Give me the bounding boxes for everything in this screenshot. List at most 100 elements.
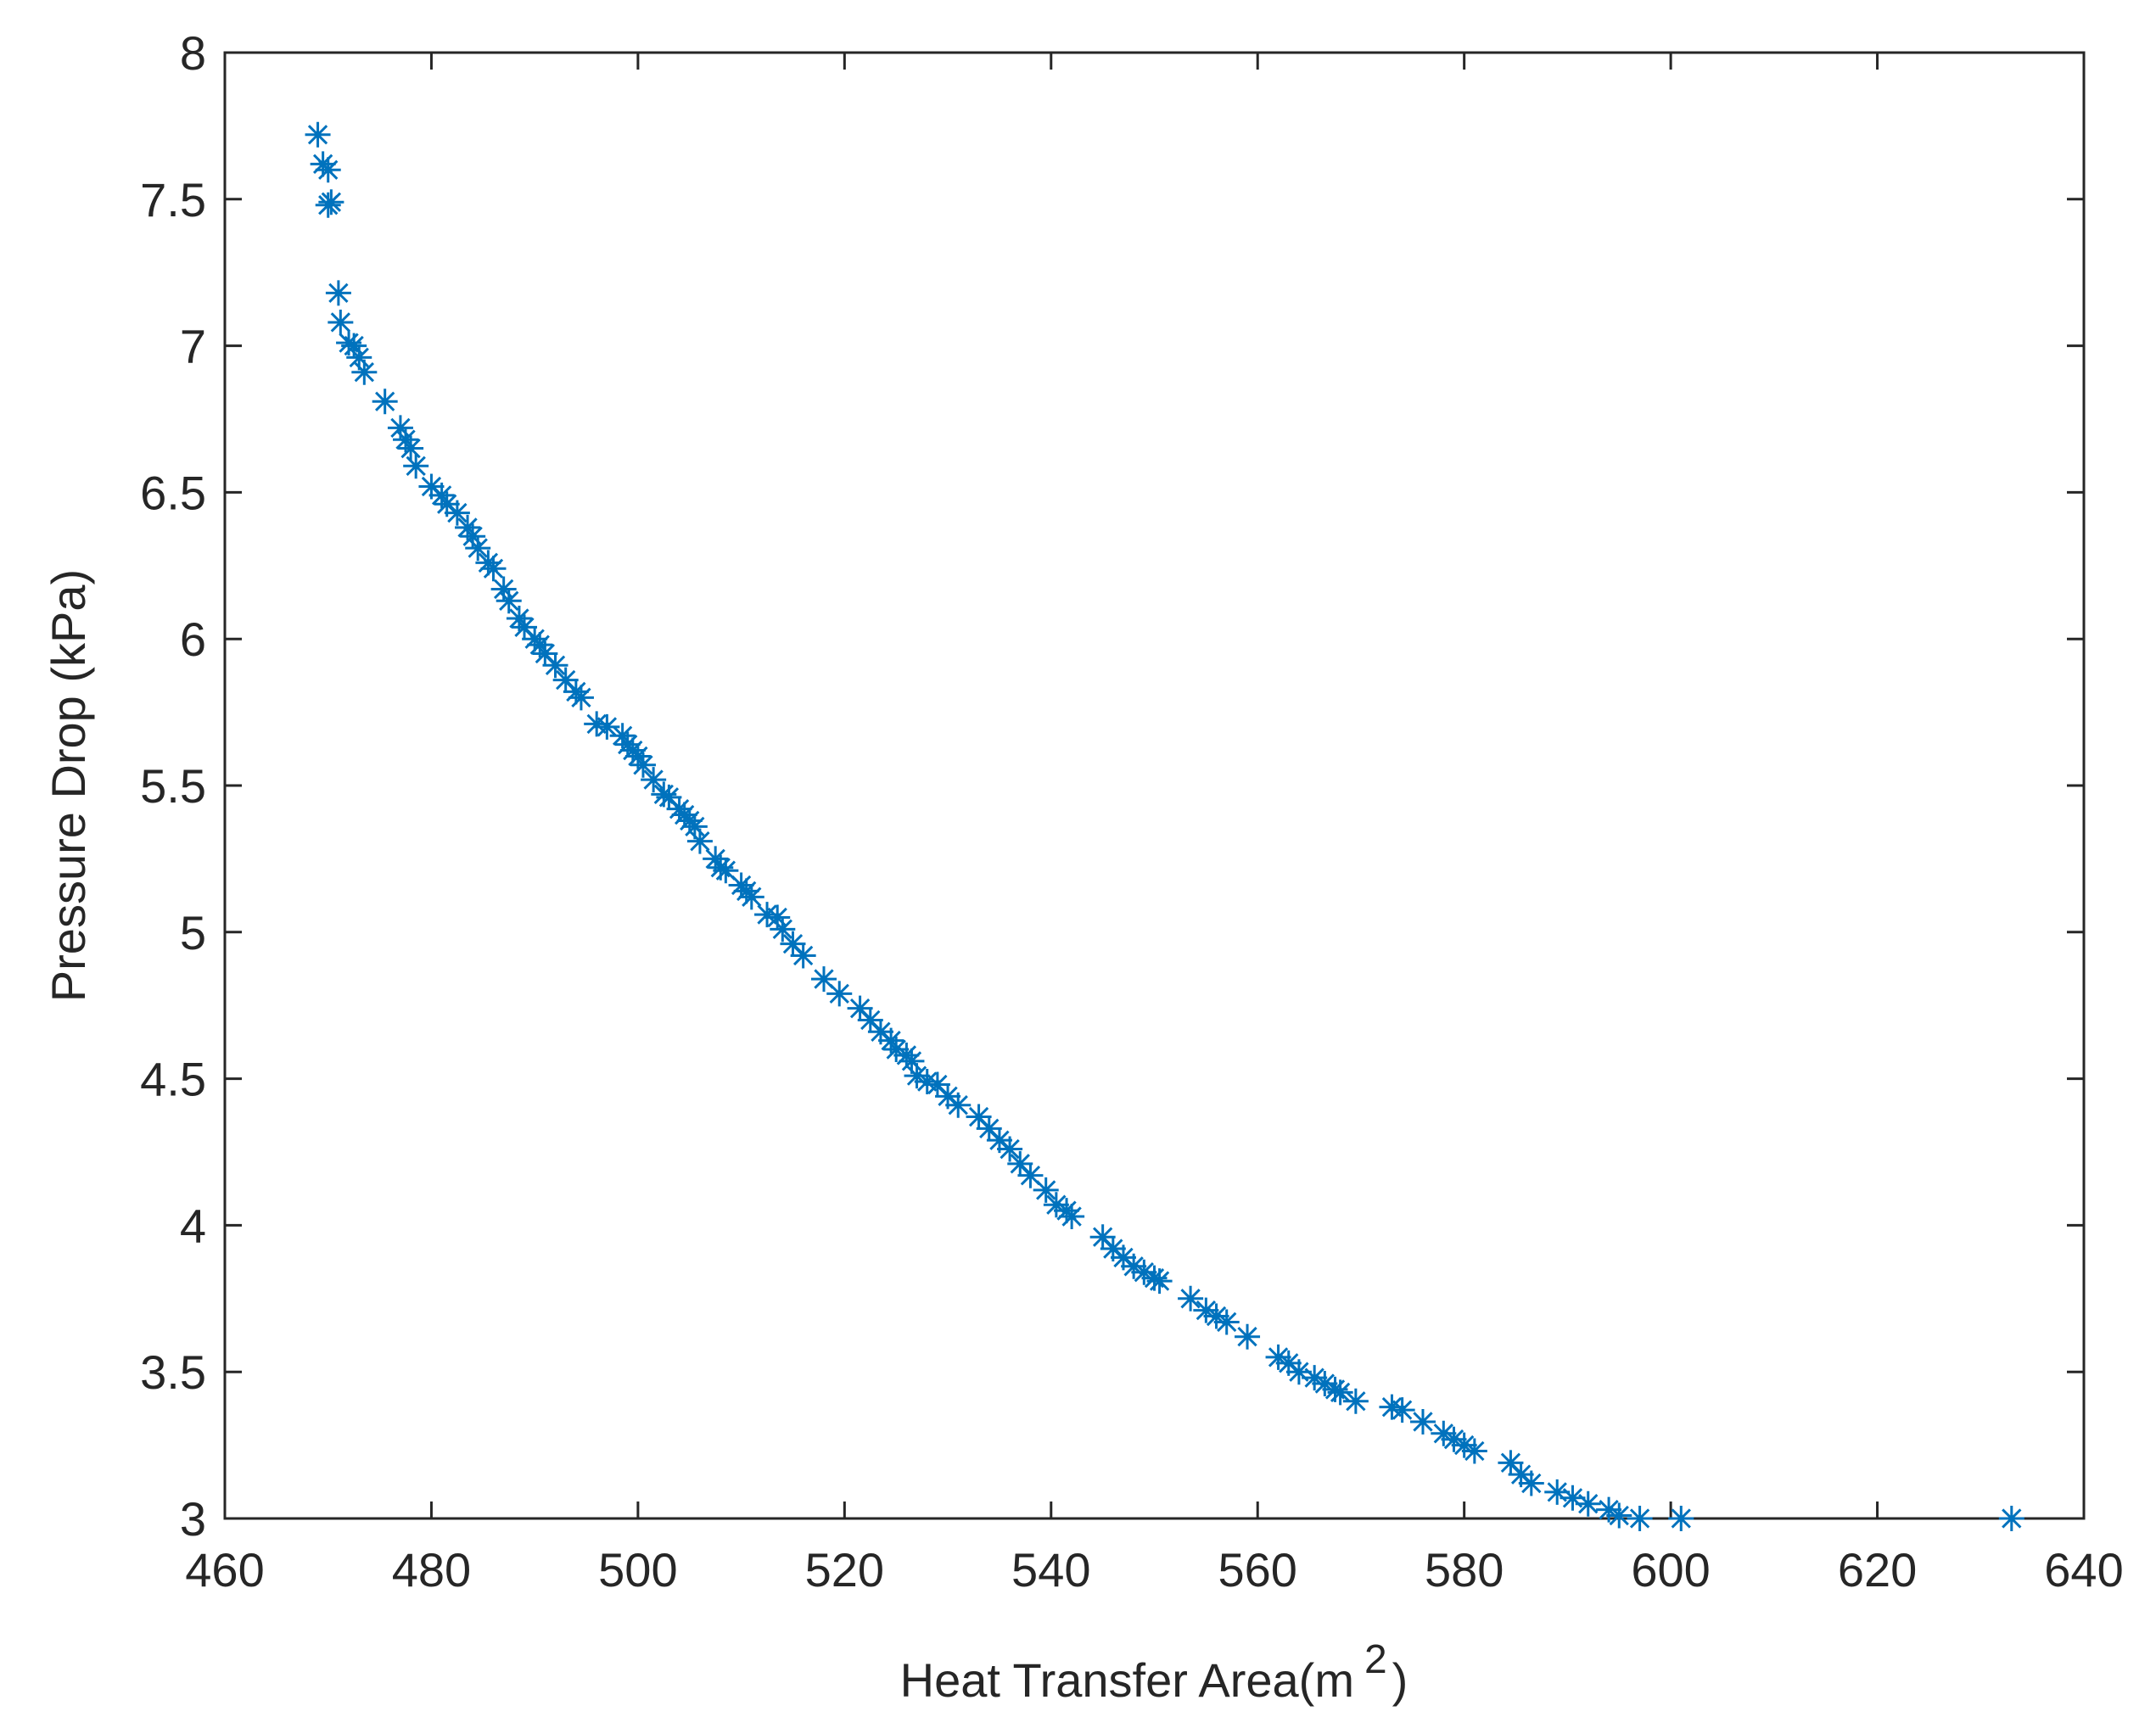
point [754, 902, 781, 928]
x-tick-label: 520 [805, 1543, 884, 1597]
point [584, 711, 610, 737]
y-tick-label: 4 [180, 1199, 206, 1252]
point [1379, 1394, 1405, 1420]
point [1322, 1376, 1348, 1402]
point [1461, 1438, 1487, 1464]
x-tick-label: 460 [185, 1543, 264, 1597]
point [1518, 1470, 1544, 1496]
point [346, 344, 372, 371]
point [764, 904, 791, 931]
point [899, 1048, 925, 1074]
point [1441, 1426, 1467, 1452]
x-tick-label: 480 [392, 1543, 471, 1597]
point [1007, 1150, 1033, 1177]
point [681, 814, 708, 840]
point [527, 632, 553, 658]
point [1312, 1371, 1338, 1397]
point [609, 723, 636, 749]
point [770, 916, 796, 942]
point [738, 884, 764, 910]
point [434, 491, 460, 517]
point [904, 1063, 930, 1089]
point [336, 330, 362, 356]
point [810, 966, 837, 993]
point [966, 1104, 992, 1130]
point [847, 995, 873, 1021]
y-tick-label: 6.5 [140, 466, 206, 519]
point [1998, 1506, 2024, 1531]
point [997, 1136, 1023, 1162]
point [1275, 1350, 1302, 1376]
point [1089, 1224, 1116, 1250]
point [490, 576, 517, 602]
point [305, 121, 331, 148]
point [1100, 1236, 1126, 1262]
point [867, 1019, 893, 1045]
point [372, 389, 398, 415]
point [1389, 1397, 1415, 1423]
point [976, 1116, 1002, 1142]
point [656, 784, 682, 810]
point [924, 1071, 950, 1098]
point [351, 359, 378, 385]
point [444, 500, 470, 526]
y-tick-label: 4.5 [140, 1053, 206, 1106]
point [1017, 1162, 1044, 1188]
point [460, 523, 486, 550]
y-tick-label: 3.5 [140, 1345, 206, 1399]
point [1560, 1485, 1586, 1511]
point [1575, 1490, 1601, 1517]
point [542, 652, 568, 679]
point [455, 514, 481, 540]
point [1606, 1502, 1632, 1529]
point [703, 846, 729, 872]
point [496, 588, 522, 614]
point [1327, 1379, 1353, 1406]
y-axis-label: Pressure Drop (kPa) [42, 569, 95, 1002]
y-tick-label: 7 [180, 320, 206, 373]
x-tick-label: 500 [598, 1543, 677, 1597]
point [935, 1083, 961, 1110]
y-tick-label: 7.5 [140, 173, 206, 226]
point [1302, 1365, 1328, 1391]
point [1203, 1303, 1229, 1329]
point [393, 427, 419, 453]
point [1213, 1309, 1240, 1335]
point [826, 981, 853, 1007]
point [1342, 1388, 1369, 1414]
point [398, 435, 424, 461]
point [568, 685, 594, 711]
point [1043, 1192, 1069, 1218]
x-axis-label-superscript: 2 [1364, 1637, 1387, 1682]
y-tick-label: 5 [180, 906, 206, 959]
point [1544, 1479, 1571, 1505]
y-tick-label: 6 [180, 612, 206, 666]
point [465, 535, 491, 562]
point [506, 606, 532, 632]
point [1451, 1432, 1477, 1458]
y-tick-label: 5.5 [140, 759, 206, 813]
point [1265, 1344, 1291, 1370]
point [594, 713, 620, 740]
point [1193, 1297, 1219, 1323]
point [1235, 1323, 1261, 1350]
point [341, 333, 367, 359]
point [1409, 1408, 1436, 1434]
point [532, 640, 558, 667]
point [387, 415, 413, 441]
point [1178, 1285, 1204, 1311]
point [624, 743, 651, 769]
point [511, 614, 537, 640]
point [480, 556, 507, 582]
point [1431, 1420, 1457, 1446]
point [318, 189, 344, 215]
point [1508, 1462, 1534, 1488]
x-tick-label: 540 [1011, 1543, 1090, 1597]
plot-box [223, 51, 2086, 1520]
point [328, 309, 354, 335]
point [914, 1069, 940, 1095]
x-tick-label: 580 [1425, 1543, 1504, 1597]
point [857, 1007, 883, 1033]
